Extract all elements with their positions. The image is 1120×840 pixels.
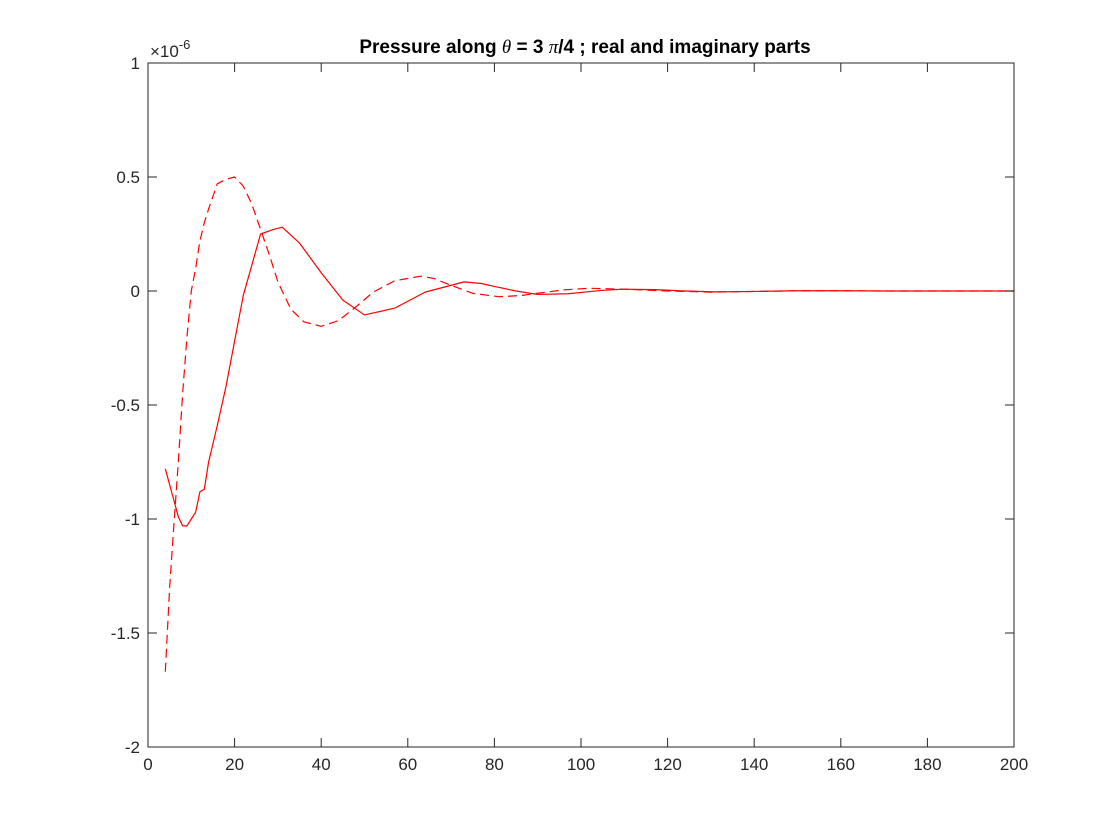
y-tick-label: -1 xyxy=(125,510,140,529)
x-tick-label: 200 xyxy=(1000,755,1028,774)
axes-box xyxy=(147,62,1015,748)
x-tick-label: 120 xyxy=(653,755,681,774)
y-tick-label: -2 xyxy=(125,738,140,757)
x-tick-label: 60 xyxy=(398,755,417,774)
y-tick-label: 0.5 xyxy=(116,168,140,187)
x-tick-label: 180 xyxy=(913,755,941,774)
y-tick-label: -0.5 xyxy=(111,396,140,415)
x-tick-label: 20 xyxy=(225,755,244,774)
y-tick-label: 0 xyxy=(131,282,140,301)
x-tick-label: 140 xyxy=(740,755,768,774)
x-tick-label: 100 xyxy=(567,755,595,774)
series-line-dashed xyxy=(164,176,1014,672)
x-tick-label: 0 xyxy=(143,755,152,774)
x-tick-label: 160 xyxy=(827,755,855,774)
x-tick-label: 80 xyxy=(485,755,504,774)
y-axis-ticks: -2 -1.5 -1 -0.5 0 0.5 1 xyxy=(111,54,1014,757)
series-line-solid xyxy=(164,226,1014,527)
x-tick-label: 40 xyxy=(312,755,331,774)
x-axis-ticks: 0 20 40 60 80 100 120 140 160 180 200 xyxy=(143,63,1028,774)
chart-title: Pressure along θ = 3 π/4 ; real and imag… xyxy=(359,37,810,58)
plot-lines xyxy=(164,176,1014,672)
y-tick-label: 1 xyxy=(131,54,140,73)
y-axis-exponent: ×10-6 xyxy=(150,37,190,61)
y-tick-label: -1.5 xyxy=(111,624,140,643)
